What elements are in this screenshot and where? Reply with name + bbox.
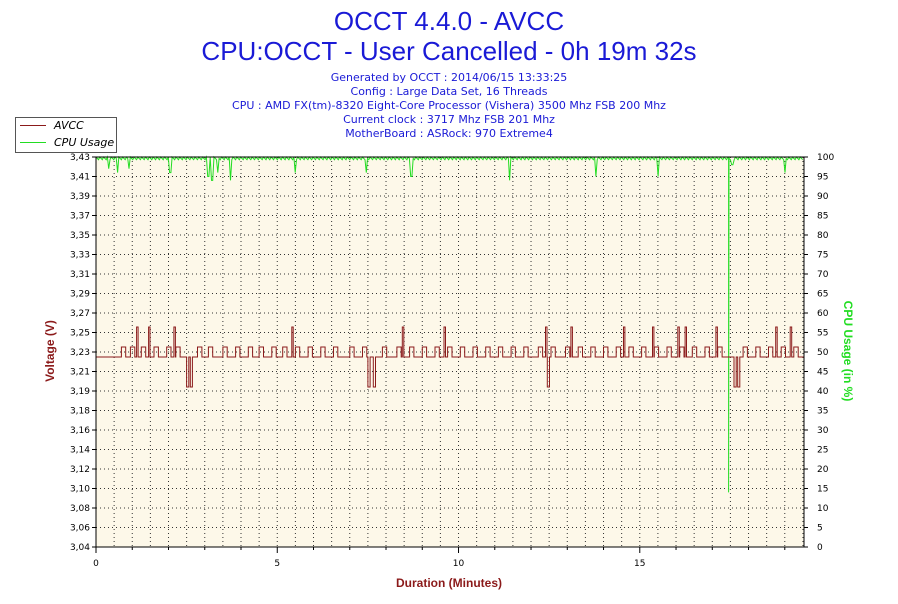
y2-tick-label: 95	[817, 173, 828, 183]
y-tick-label: 3,16	[70, 426, 90, 436]
y-tick-label: 3,33	[70, 251, 90, 261]
chart-subtitle: CPU:OCCT - User Cancelled - 0h 19m 32s	[201, 36, 697, 66]
y2-tick-label: 35	[817, 407, 828, 417]
legend-label-avcc: AVCC	[54, 119, 84, 132]
y-tick-label: 3,25	[70, 329, 90, 339]
info-clock: Current clock : 3717 Mhz FSB 201 Mhz	[343, 113, 555, 126]
y-tick-label: 3,31	[70, 270, 90, 280]
x-axis-label: Duration (Minutes)	[396, 576, 502, 590]
info-motherboard: MotherBoard : ASRock: 970 Extreme4	[345, 127, 553, 140]
y2-tick-label: 15	[817, 485, 828, 495]
y2-tick-label: 70	[817, 270, 829, 280]
plot-frame	[95, 156, 805, 548]
y-tick-label: 3,23	[70, 348, 90, 358]
y2-tick-label: 25	[817, 446, 828, 456]
y-tick-label: 3,41	[70, 173, 90, 183]
y-tick-label: 3,14	[70, 446, 90, 456]
y-tick-label: 3,10	[70, 485, 90, 495]
legend-swatch-avcc	[20, 125, 46, 126]
y-tick-label: 3,27	[70, 309, 90, 319]
y-tick-label: 3,43	[70, 153, 90, 163]
x-tick-label: 5	[274, 559, 280, 569]
y2-axis-label: CPU Usage (in %)	[841, 301, 855, 402]
info-cpu: CPU : AMD FX(tm)-8320 Eight-Core Process…	[232, 99, 666, 112]
legend-label-cpu: CPU Usage	[54, 136, 115, 149]
y-tick-label: 3,08	[70, 504, 90, 514]
y-tick-label: 3,21	[70, 368, 90, 378]
y2-tick-label: 85	[817, 212, 828, 222]
y2-tick-label: 100	[817, 153, 834, 163]
chart-title: OCCT 4.4.0 - AVCC	[333, 6, 565, 36]
y2-tick-label: 75	[817, 251, 828, 261]
avcc-line	[96, 326, 804, 388]
info-generated: Generated by OCCT : 2014/06/15 13:33:25	[330, 71, 568, 84]
y-tick-label: 3,12	[70, 465, 90, 475]
y2-tick-label: 0	[817, 543, 823, 553]
y2-tick-label: 65	[817, 290, 828, 300]
y-tick-label: 3,06	[70, 524, 90, 534]
x-tick-label: 15	[634, 559, 645, 569]
y-tick-label: 3,37	[70, 212, 90, 222]
y2-tick-label: 10	[817, 504, 829, 514]
x-tick-label: 0	[93, 559, 99, 569]
y2-tick-label: 30	[817, 426, 829, 436]
y-tick-label: 3,18	[70, 407, 90, 417]
y2-tick-label: 80	[817, 231, 829, 241]
y2-tick-label: 50	[817, 348, 829, 358]
y-tick-label: 3,04	[70, 543, 90, 553]
legend-swatch-cpu	[20, 142, 46, 143]
y-tick-label: 3,29	[70, 290, 90, 300]
y2-tick-label: 55	[817, 329, 828, 339]
legend-item-avcc: AVCC	[16, 118, 116, 134]
y2-tick-label: 60	[817, 309, 829, 319]
x-tick-label: 10	[453, 559, 465, 569]
legend-item-cpu: CPU Usage	[16, 135, 116, 151]
y2-tick-label: 90	[817, 192, 829, 202]
y-tick-label: 3,35	[70, 231, 90, 241]
info-config: Config : Large Data Set, 16 Threads	[350, 85, 548, 98]
series-avcc	[96, 326, 804, 388]
y2-tick-label: 20	[817, 465, 829, 475]
y-tick-label: 3,39	[70, 192, 90, 202]
axes: 3,04 03,06 53,08 103,10 153,12 203,14 253,16 30…	[70, 153, 834, 569]
y2-tick-label: 5	[817, 524, 823, 534]
y-tick-label: 3,19	[70, 387, 90, 397]
y2-tick-label: 45	[817, 368, 828, 378]
legend: AVCC CPU Usage	[15, 117, 117, 153]
y-axis-label: Voltage (V)	[43, 320, 57, 382]
y2-tick-label: 40	[817, 387, 829, 397]
